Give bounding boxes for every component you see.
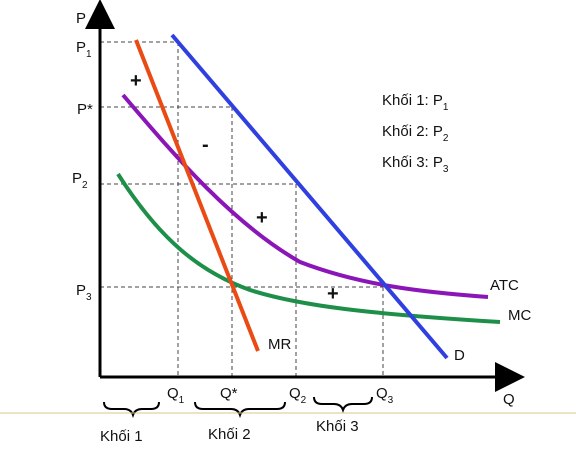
demand-line [170,33,449,360]
legend-item-3: Khối 3: P3 [382,154,449,175]
brace-block-3 [313,396,373,414]
atc-label: ATC [490,277,519,294]
mc-label: MC [508,307,531,324]
region-sign-4: + [327,283,339,305]
tick-q2: Q2 [289,385,307,406]
tick-pstar: P* [77,101,93,118]
atc-curve [121,93,489,299]
tick-p3: P3 [76,282,92,303]
y-axis-label: P [76,10,86,27]
legend-item-1: Khối 1: P1 [382,92,449,113]
mc-curve [116,172,501,324]
tick-p2: P2 [72,170,88,191]
region-sign-2: - [202,134,209,156]
block-braces [103,396,373,419]
region-sign-3: + [256,207,268,229]
brace-block-1 [103,401,160,419]
block-label-1: Khối 1 [100,428,143,445]
mr-line [134,39,260,352]
region-sign-1: + [130,70,142,92]
brace-block-2 [194,401,286,419]
d-label: D [454,347,465,364]
legend-item-2: Khối 2: P2 [382,123,449,144]
tick-q1: Q1 [167,385,185,406]
tick-q3: Q3 [376,385,394,406]
tick-p1: P1 [76,39,92,60]
block-label-3: Khối 3 [316,418,359,435]
x-axis-label: Q [503,391,515,408]
mr-label: MR [268,336,291,353]
legend: Khối 1: P1 Khối 2: P2 Khối 3: P3 [382,92,449,175]
tick-qstar: Q* [220,385,238,402]
block-label-2: Khối 2 [208,426,251,443]
